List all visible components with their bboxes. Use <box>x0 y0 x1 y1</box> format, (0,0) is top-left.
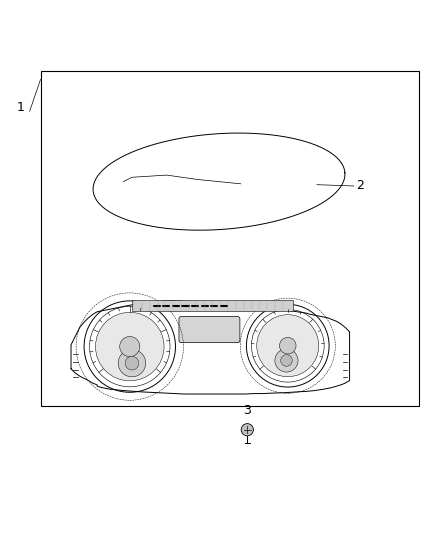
Circle shape <box>257 314 319 377</box>
Circle shape <box>95 312 164 381</box>
Text: 2: 2 <box>357 180 364 192</box>
Text: 1: 1 <box>17 101 25 114</box>
Bar <box>41 71 419 406</box>
Circle shape <box>279 337 296 354</box>
Circle shape <box>125 356 139 370</box>
Circle shape <box>275 349 298 372</box>
Circle shape <box>281 355 292 366</box>
FancyBboxPatch shape <box>179 317 240 343</box>
Circle shape <box>120 336 140 357</box>
Text: 3: 3 <box>244 403 251 417</box>
Bar <box>132 301 293 311</box>
Circle shape <box>118 350 146 377</box>
Circle shape <box>241 424 253 436</box>
